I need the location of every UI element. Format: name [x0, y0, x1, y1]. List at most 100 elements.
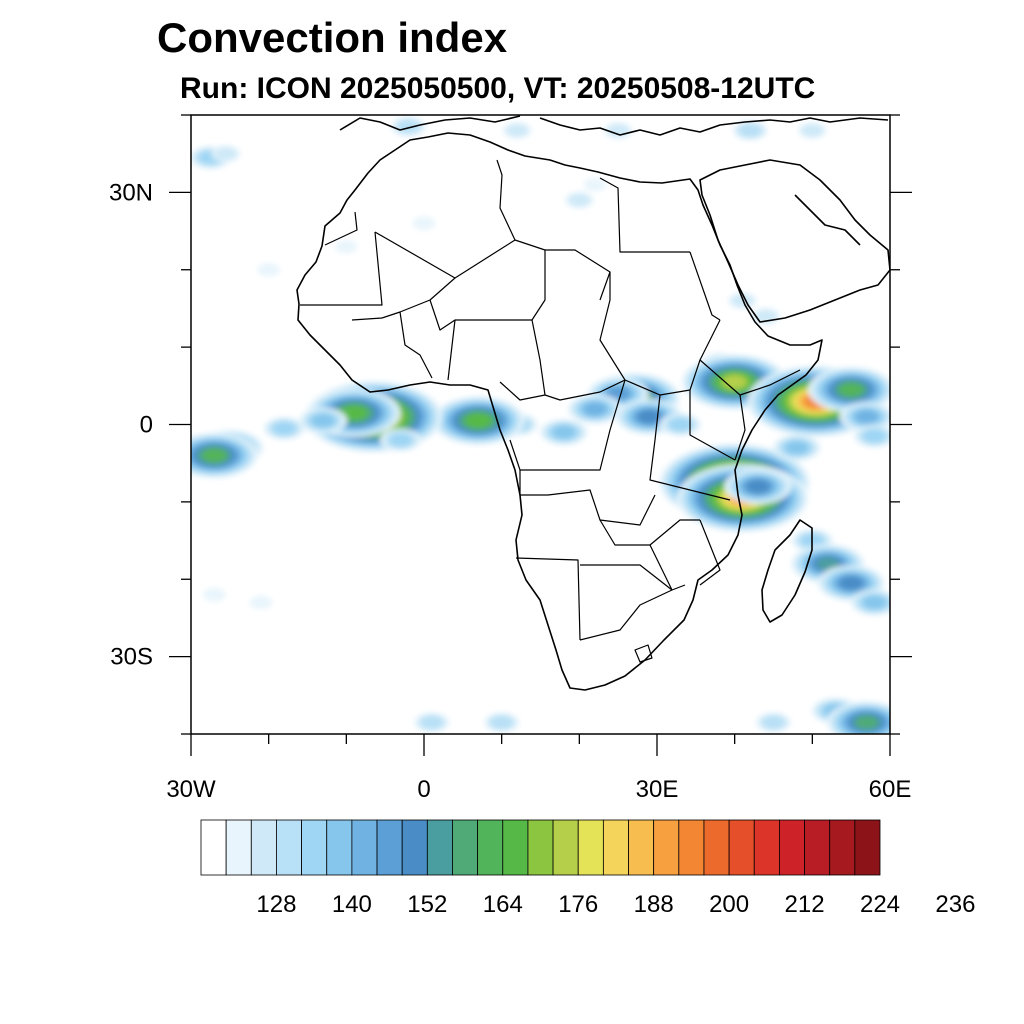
lon-label: 30W [166, 776, 216, 803]
colorbar-swatch [728, 819, 755, 876]
lon-label: 0 [417, 776, 430, 803]
colorbar-swatch [703, 819, 730, 876]
convection-contour [467, 414, 490, 428]
lon-label: 30E [636, 776, 679, 803]
convection-cell [335, 239, 358, 254]
colorbar-label: 236 [935, 891, 975, 918]
lon-label: 60E [869, 776, 912, 803]
convection-cell [755, 712, 792, 733]
convection-cell [839, 402, 890, 432]
convection-cell [807, 367, 890, 413]
convection-cell [850, 589, 890, 616]
colorbar-swatch [829, 819, 856, 876]
convection-cell [431, 396, 525, 445]
convection-cell [539, 419, 588, 446]
convection-cell [659, 413, 702, 436]
persian-gulf-coastline [794, 194, 861, 246]
africa-coastline [296, 132, 823, 691]
colorbar-swatch [301, 819, 328, 876]
convection-contour [583, 402, 607, 416]
convection-contour [723, 375, 746, 389]
convection-contour [785, 441, 808, 455]
convection-contour [863, 595, 886, 610]
convection-cell [211, 145, 241, 162]
convection-cell [853, 424, 890, 448]
convection-cell [263, 416, 306, 440]
axis-labels: 30N 0 30S 30W 0 30E 60E [109, 179, 911, 803]
coastlines [296, 115, 890, 691]
convection-cell [379, 428, 422, 452]
convection-cell [502, 122, 532, 139]
colorbar-label: 176 [558, 891, 598, 918]
colorbar-label: 128 [256, 891, 296, 918]
convection-contour [203, 448, 226, 463]
convection-contour [335, 239, 358, 254]
colorbar-swatch [250, 819, 277, 876]
chart-title: Convection index [157, 14, 508, 61]
colorbar-labels: 128 140 152 164 176 188 200 212 224 236 [256, 891, 975, 918]
convection-contour [839, 383, 863, 397]
arabia-coastline [699, 159, 890, 323]
colorbar-label: 152 [407, 891, 447, 918]
convection-contour [490, 715, 513, 729]
convection-contour [638, 410, 661, 424]
colorbar-label: 164 [483, 891, 523, 918]
convection-contour [801, 123, 824, 138]
convection-cell [676, 464, 809, 532]
convection-contour [762, 715, 785, 729]
colorbar-swatch [527, 819, 554, 876]
lat-label: 30S [110, 644, 153, 671]
convection-cell [412, 216, 436, 230]
colorbar-label: 140 [332, 891, 372, 918]
convection-contour [746, 479, 770, 493]
europe-coastline [339, 115, 889, 136]
convection-cell [564, 191, 594, 209]
colorbar-swatch [401, 819, 428, 876]
colorbar-swatch [376, 819, 403, 876]
colorbar-swatch [477, 819, 504, 876]
colorbar-swatch [628, 819, 655, 876]
convection-cell [724, 468, 792, 505]
convection-cell [249, 595, 273, 610]
convection-cell [772, 434, 821, 461]
convection-contour [669, 417, 692, 432]
convection-cell [732, 120, 768, 141]
convection-contour [203, 588, 226, 602]
lat-label: 0 [140, 412, 153, 439]
colorbar-swatch [276, 819, 302, 876]
convection-contour [389, 433, 412, 447]
colorbar-swatch [552, 819, 579, 876]
colorbar-swatch [804, 819, 831, 876]
country-borders [300, 159, 801, 663]
colorbar-swatch [602, 819, 629, 876]
convection-contour [855, 410, 878, 424]
convection-contour [739, 123, 762, 138]
convection-contour [816, 557, 840, 571]
convection-cell [203, 588, 226, 602]
convection-cell [567, 394, 623, 424]
colorbar-swatch [326, 819, 353, 876]
convection-contour [420, 715, 443, 729]
convection-contour [412, 216, 436, 230]
convection-contour [342, 406, 366, 420]
colorbar-swatch [753, 819, 780, 876]
convection-cell [414, 712, 450, 733]
colorbar-swatch [854, 819, 881, 876]
colorbar-swatch [577, 819, 604, 876]
convection-contour [568, 193, 591, 207]
convection-contour [311, 414, 335, 428]
colorbar-swatch [502, 819, 529, 876]
convection-contour [273, 421, 296, 435]
colorbar-swatch [351, 819, 378, 876]
convection-contour [606, 386, 630, 401]
madagascar-coastline [761, 519, 813, 623]
convection-contour [552, 425, 575, 439]
convection-cell [257, 263, 280, 277]
convection-contour [839, 576, 863, 590]
lat-label: 30N [109, 179, 153, 206]
colorbar-swatch [426, 819, 453, 876]
convection-cell [484, 712, 520, 733]
convection-cell [583, 178, 607, 192]
convection-cell [797, 122, 827, 139]
